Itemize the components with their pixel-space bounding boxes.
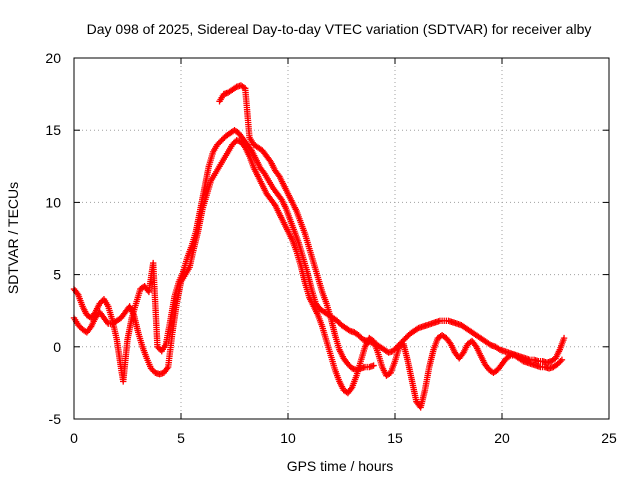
y-axis-label: SDTVAR / TECUs xyxy=(5,182,21,294)
y-tick-label: 20 xyxy=(45,50,61,66)
data-point xyxy=(345,326,352,334)
plot-frame xyxy=(73,57,610,420)
y-tick-label: 10 xyxy=(45,194,61,210)
chart-title: Day 098 of 2025, Sidereal Day-to-day VTE… xyxy=(87,21,592,37)
data-point xyxy=(97,298,105,306)
data-point xyxy=(232,84,239,92)
data-point xyxy=(149,366,156,374)
data-point xyxy=(335,319,342,326)
data-point xyxy=(346,362,353,369)
data-point xyxy=(486,341,494,348)
x-tick-label: 5 xyxy=(177,430,185,446)
series-track-2 xyxy=(70,137,566,411)
data-point xyxy=(413,325,421,333)
data-point xyxy=(217,138,224,145)
data-point xyxy=(75,321,82,329)
x-tick-label: 20 xyxy=(494,430,510,446)
data-point xyxy=(401,336,408,343)
x-axis-label: GPS time / hours xyxy=(287,458,394,474)
series-track-3 xyxy=(216,82,377,374)
data-point xyxy=(229,141,236,148)
x-tick-label: 25 xyxy=(601,430,617,446)
y-tick-label: 5 xyxy=(53,267,61,283)
chart-grid xyxy=(74,58,609,419)
data-point xyxy=(402,334,409,342)
data-point xyxy=(218,137,225,144)
x-tick-label: 0 xyxy=(70,430,78,446)
data-point xyxy=(557,358,564,365)
y-tick-label: 0 xyxy=(53,339,61,355)
data-point xyxy=(554,360,561,368)
y-tick-label: -5 xyxy=(49,411,62,427)
data-point xyxy=(74,290,81,297)
data-point xyxy=(76,323,83,330)
data-point xyxy=(344,360,352,368)
data-point xyxy=(230,139,237,147)
x-tick-label: 10 xyxy=(280,430,296,446)
data-point xyxy=(495,345,502,352)
chart-ticks: 0 5 10 15 20 25 -5 0 5 10 15 20 xyxy=(45,50,617,446)
data-point xyxy=(103,319,111,326)
data-point xyxy=(155,345,163,352)
data-point xyxy=(334,317,341,325)
data-point xyxy=(96,300,103,307)
data-point xyxy=(347,385,355,392)
data-point xyxy=(147,365,155,372)
data-point xyxy=(154,343,161,350)
data-point xyxy=(558,356,566,363)
data-point xyxy=(370,362,377,369)
data-point xyxy=(260,168,267,176)
chart-points xyxy=(70,82,568,411)
data-point xyxy=(356,333,364,340)
data-point xyxy=(355,332,362,339)
data-point xyxy=(214,141,221,148)
data-point xyxy=(403,333,411,340)
data-point xyxy=(555,359,563,366)
data-point xyxy=(518,357,526,364)
data-point xyxy=(560,334,568,342)
data-point xyxy=(219,135,227,143)
data-point xyxy=(215,139,223,147)
data-point xyxy=(163,365,171,372)
data-point xyxy=(391,346,398,353)
x-tick-label: 15 xyxy=(387,430,403,446)
y-tick-label: 15 xyxy=(45,122,61,138)
data-point xyxy=(505,353,513,360)
data-point xyxy=(399,337,407,345)
